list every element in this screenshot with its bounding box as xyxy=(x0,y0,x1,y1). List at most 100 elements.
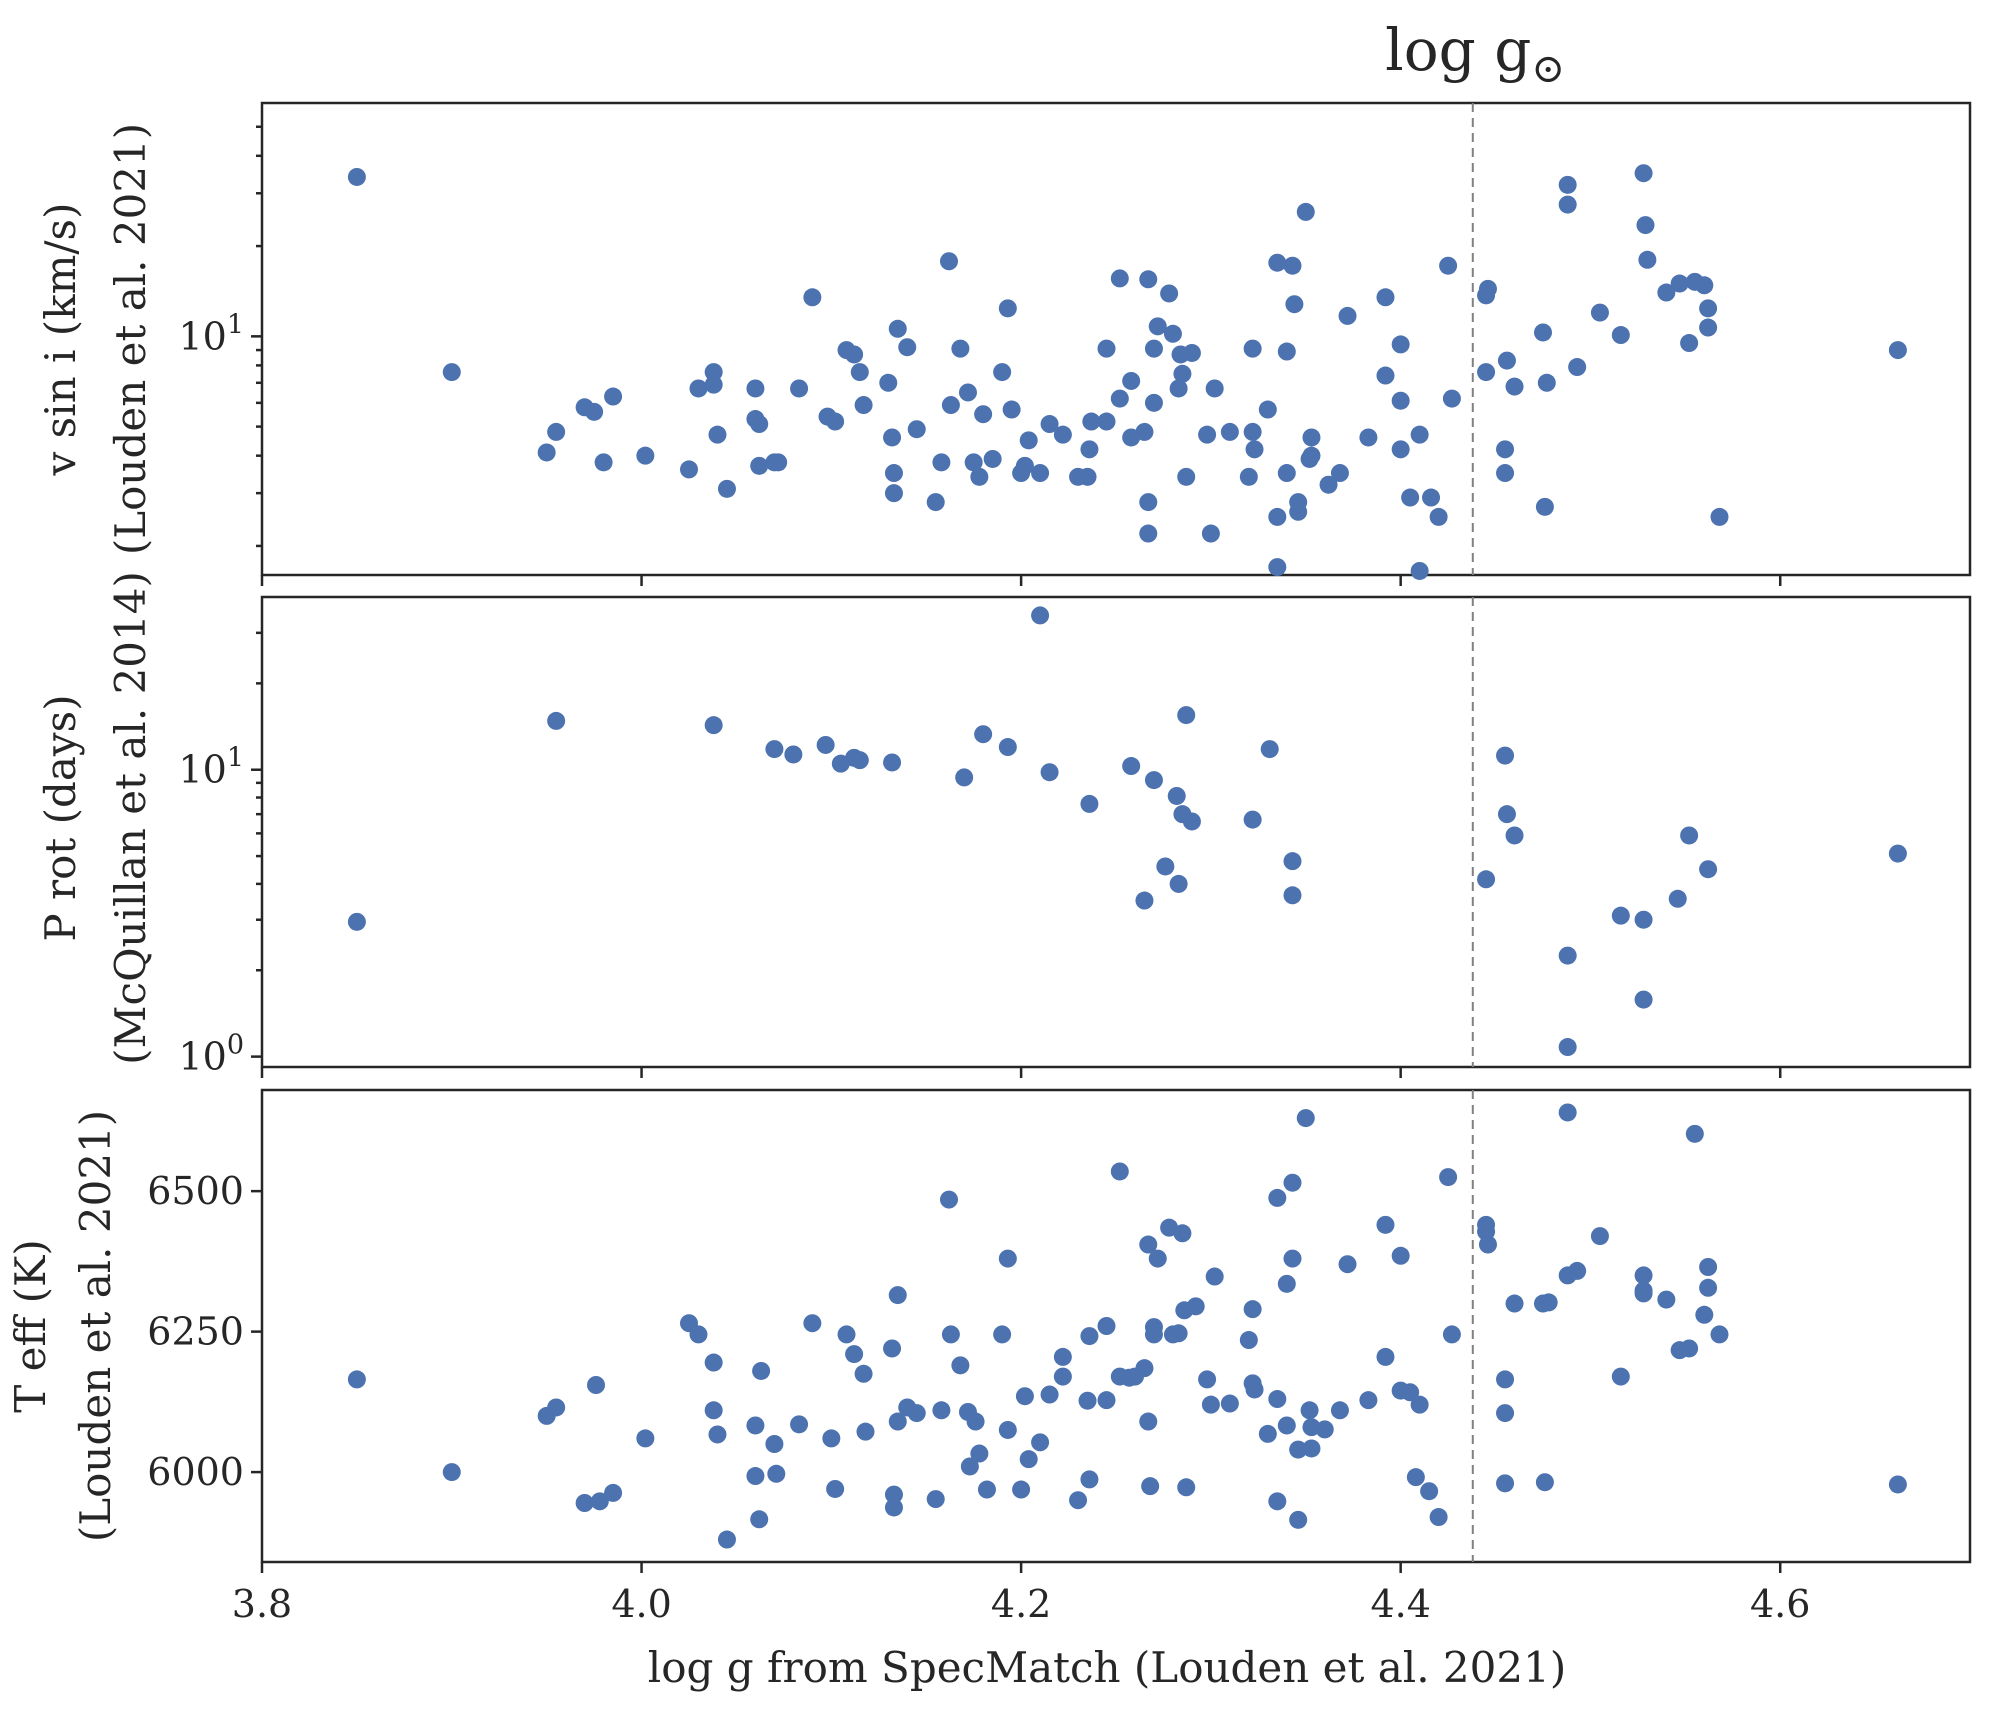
teff-point xyxy=(1496,1474,1515,1493)
prot-point xyxy=(1611,906,1630,925)
teff-point xyxy=(884,1485,903,1504)
vsini-point xyxy=(1110,269,1129,288)
vsini-point xyxy=(888,319,907,338)
vsini-point xyxy=(708,425,727,444)
vsini-point xyxy=(926,493,945,512)
prot-point xyxy=(1177,706,1196,725)
vsini-point xyxy=(1410,561,1429,580)
teff-point xyxy=(704,1353,723,1372)
prot-point xyxy=(1135,891,1154,910)
vsini-point xyxy=(750,456,769,475)
teff-point xyxy=(1243,1300,1262,1319)
prot-ytick-label-exponent: 0 xyxy=(227,1030,244,1061)
teff-point xyxy=(970,1444,989,1463)
vsini-point xyxy=(1302,446,1321,465)
teff-point xyxy=(1078,1391,1097,1410)
panel-vsini-ylabel-line1: v sin i (km/s) xyxy=(36,203,85,477)
teff-ytick-label: 6250 xyxy=(147,1310,244,1354)
x-axis-label: log g from SpecMatch (Louden et al. 2021… xyxy=(648,1643,1566,1692)
prot-point xyxy=(998,738,1017,757)
teff-point xyxy=(1258,1424,1277,1443)
vsini-point xyxy=(884,484,903,503)
vsini-point xyxy=(1422,488,1441,507)
teff-point xyxy=(442,1463,461,1482)
vsini-point xyxy=(1198,425,1217,444)
teff-point xyxy=(575,1494,594,1512)
vsini-point xyxy=(845,345,864,364)
vsini-ytick-label: 101 xyxy=(178,309,244,358)
panel-prot: P rot (days) (McQuillan et al. 2014) 100… xyxy=(36,571,1972,1079)
vsini-point xyxy=(1078,467,1097,486)
teff-point xyxy=(856,1422,875,1441)
vsini-point xyxy=(1283,256,1302,275)
prot-point xyxy=(1283,852,1302,871)
vsini-point xyxy=(1497,351,1516,370)
prot-point xyxy=(1505,826,1524,845)
prot-point xyxy=(1496,746,1515,765)
teff-point xyxy=(822,1429,841,1448)
vsini-point xyxy=(1220,422,1239,441)
teff-point xyxy=(1201,1395,1220,1414)
teff-point xyxy=(1685,1124,1704,1143)
vsini-point xyxy=(1376,366,1395,385)
teff-point xyxy=(1376,1215,1395,1234)
panel-teff-ylabel-line2: (Louden et al. 2021) xyxy=(71,1110,120,1542)
panel-vsini: v sin i (km/s) (Louden et al. 2021) 101 xyxy=(36,101,1972,586)
teff-point xyxy=(604,1483,623,1502)
vsini-point xyxy=(1401,488,1420,507)
vsini-point xyxy=(547,422,566,441)
teff-point xyxy=(1141,1477,1160,1496)
teff-point xyxy=(1097,1317,1116,1335)
teff-point xyxy=(837,1325,856,1344)
vsini-point xyxy=(1173,364,1192,383)
panel-vsini-ylabel-line2: (Louden et al. 2021) xyxy=(106,123,155,555)
vsini-point xyxy=(1239,467,1258,486)
vsini-point xyxy=(1359,428,1378,447)
vsini-point xyxy=(1277,464,1296,483)
prot-frame xyxy=(260,595,1972,1069)
vsini-point xyxy=(883,428,902,447)
teff-point xyxy=(1300,1401,1319,1420)
teff-point xyxy=(1177,1478,1196,1497)
prot-point xyxy=(1122,757,1141,776)
vsini-point xyxy=(850,363,869,382)
teff-point xyxy=(1558,1103,1577,1122)
prot-ytick-label: 100 xyxy=(178,1030,244,1079)
prot-point xyxy=(974,725,993,744)
vsini-point xyxy=(1442,389,1461,408)
teff-point xyxy=(1245,1380,1264,1399)
vsini-point xyxy=(750,415,769,434)
vsini-point xyxy=(1289,502,1308,521)
vsini-point xyxy=(1338,306,1357,325)
teff-point xyxy=(765,1435,784,1453)
prot-point xyxy=(547,711,566,730)
vsini-point xyxy=(1285,295,1304,314)
vsini-point xyxy=(854,396,873,415)
vsini-point xyxy=(1268,558,1287,577)
teff-point xyxy=(1439,1168,1458,1187)
teff-point xyxy=(1019,1450,1038,1469)
prot-point xyxy=(1169,874,1188,893)
vsini-point xyxy=(347,167,366,186)
vsini-point xyxy=(1695,276,1714,295)
prot-point xyxy=(1167,786,1186,805)
vsini-point xyxy=(585,402,604,421)
annotation-log-g-sun: log g⊙ xyxy=(1385,16,1565,92)
vsini-point xyxy=(1590,303,1609,322)
teff-point xyxy=(790,1415,809,1434)
prot-point xyxy=(1558,1038,1577,1057)
x-tick-label: 4.0 xyxy=(611,1582,671,1626)
prot-ytick-label: 101 xyxy=(178,743,244,792)
teff-point xyxy=(1410,1395,1429,1414)
prot-point xyxy=(1699,860,1718,879)
teff-point xyxy=(1277,1274,1296,1293)
vsini-point xyxy=(1558,195,1577,214)
teff-point xyxy=(1268,1390,1287,1409)
vsini-point xyxy=(1330,464,1349,483)
teff-point xyxy=(1239,1331,1258,1350)
teff-ytick-label: 6000 xyxy=(147,1450,244,1494)
prot-point xyxy=(1634,990,1653,1009)
prot-point xyxy=(1031,606,1050,625)
vsini-point xyxy=(1258,400,1277,419)
